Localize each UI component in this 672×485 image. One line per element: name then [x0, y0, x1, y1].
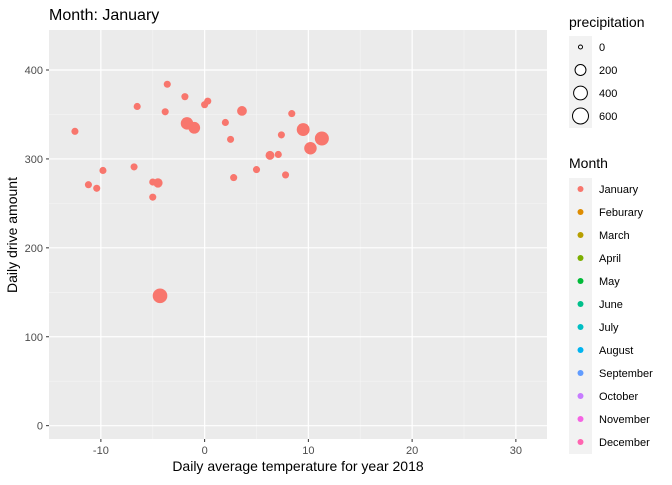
y-axis-label: Daily drive amount	[4, 177, 20, 293]
size-legend: 0 200 400 600	[569, 36, 617, 128]
color-legend-label: March	[599, 230, 630, 242]
data-point	[161, 108, 169, 116]
data-point	[153, 178, 163, 188]
x-tick-label: 30	[510, 445, 522, 457]
color-legend-symbol	[577, 278, 584, 284]
color-legend-label: June	[599, 299, 623, 311]
color-legend-label: October	[599, 391, 638, 403]
data-point	[230, 174, 238, 182]
data-point	[181, 93, 189, 101]
color-legend-label: May	[599, 276, 620, 288]
x-axis-label: Daily average temperature for year 2018	[172, 458, 424, 474]
color-legend: January Feburary March April May June July Augu…	[569, 178, 653, 454]
color-legend-label: April	[599, 253, 621, 265]
data-point	[277, 131, 285, 139]
data-point	[99, 166, 107, 175]
size-legend-symbol	[572, 107, 589, 125]
plot-panel	[49, 30, 547, 439]
x-tick-label: 10	[302, 445, 314, 457]
color-legend-symbol	[577, 347, 584, 353]
x-tick-label: 20	[406, 445, 418, 457]
size-legend-label: 400	[599, 88, 617, 100]
data-point	[71, 127, 79, 135]
data-point	[282, 171, 290, 179]
color-legend-label: September	[599, 368, 653, 380]
color-legend-symbol	[577, 301, 584, 307]
y-tick-label: 100	[25, 332, 43, 344]
size-legend-label: 600	[599, 111, 617, 123]
color-legend-label: November	[599, 414, 650, 426]
data-point	[288, 110, 296, 118]
color-legend-symbol	[577, 255, 584, 261]
data-point	[84, 181, 92, 189]
color-legend-symbol	[577, 416, 584, 422]
data-point	[237, 106, 247, 116]
color-legend-symbol	[577, 439, 584, 445]
size-legend-label: 0	[599, 42, 605, 54]
color-legend-symbol	[577, 186, 584, 192]
chart-title: Month: January	[49, 7, 159, 24]
data-point	[130, 163, 138, 171]
color-legend-symbol	[577, 232, 584, 238]
color-legend-symbol	[577, 393, 584, 399]
data-point	[93, 184, 101, 192]
size-legend-label: 200	[599, 65, 617, 77]
minor-gridlines	[49, 30, 547, 439]
color-legend-label: December	[599, 437, 650, 449]
color-legend-symbol	[577, 370, 584, 376]
x-tick-label: 0	[202, 445, 208, 457]
size-legend-symbol	[578, 44, 583, 50]
data-points	[71, 80, 329, 304]
size-legend-title: precipitation	[569, 14, 645, 30]
data-point	[265, 150, 275, 160]
major-gridlines	[49, 30, 547, 439]
data-point	[188, 121, 201, 134]
size-legend-symbol	[574, 64, 587, 76]
color-legend-symbol	[577, 324, 584, 330]
color-legend-title: Month	[569, 155, 608, 171]
data-point	[152, 288, 168, 304]
size-legend-symbol	[573, 85, 588, 101]
data-point	[163, 80, 171, 88]
y-tick-label: 0	[37, 421, 43, 433]
color-legend-label: August	[599, 345, 633, 357]
data-point	[296, 123, 310, 137]
data-point	[221, 118, 229, 127]
data-point	[149, 193, 157, 201]
x-axis: -10 0 10 20 30	[93, 439, 522, 457]
color-legend-label: July	[599, 322, 619, 334]
color-legend-symbol	[577, 209, 584, 215]
x-tick-label: -10	[93, 445, 109, 457]
y-tick-label: 300	[25, 154, 43, 166]
data-point	[133, 102, 141, 111]
data-point	[304, 142, 317, 155]
data-point	[274, 150, 282, 159]
y-tick-label: 200	[25, 243, 43, 255]
data-point	[227, 135, 235, 143]
data-point	[314, 131, 329, 146]
y-axis: 0 100 200 300 400	[25, 65, 49, 433]
color-legend-label: January	[599, 184, 639, 196]
data-point	[204, 97, 212, 105]
data-point	[252, 166, 261, 174]
y-tick-label: 400	[25, 65, 43, 77]
color-legend-label: Feburary	[599, 207, 644, 219]
